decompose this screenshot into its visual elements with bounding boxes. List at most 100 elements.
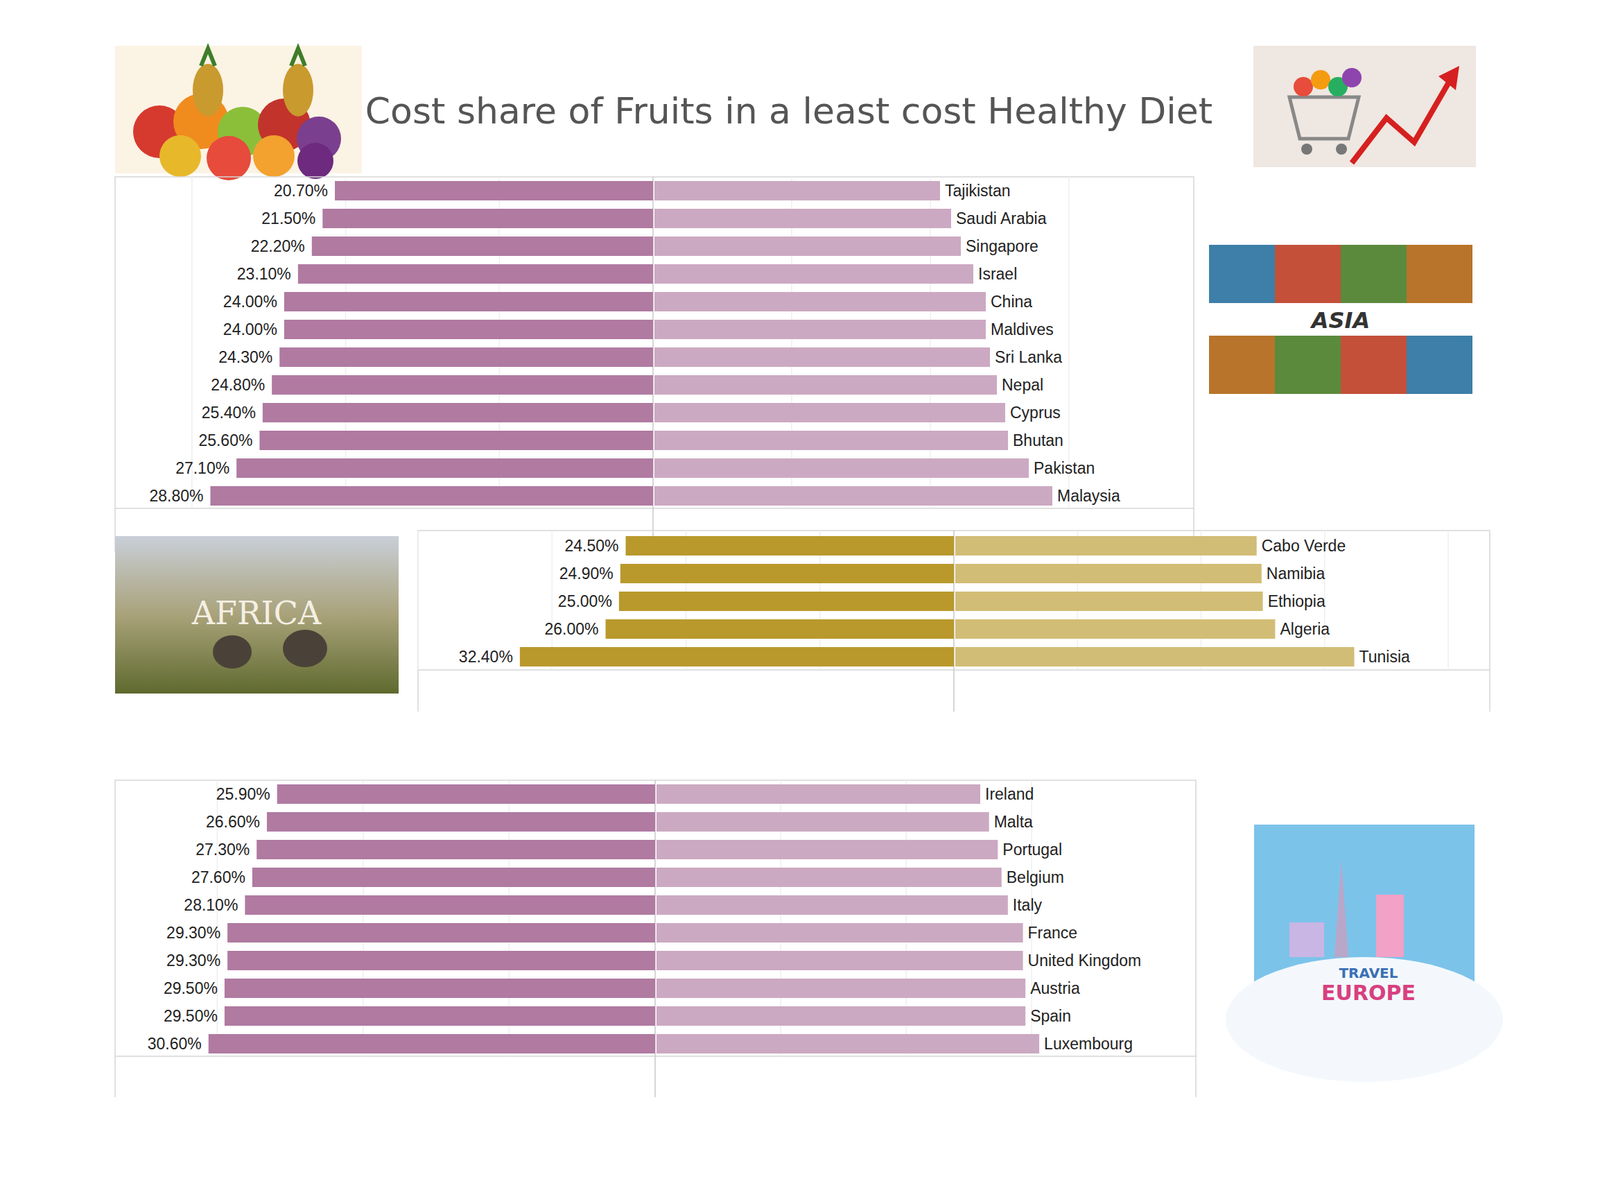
bar-left xyxy=(266,811,656,832)
photo xyxy=(1209,335,1275,394)
pineapple xyxy=(282,63,314,117)
bar-left xyxy=(620,563,954,584)
grid-line xyxy=(1447,530,1449,670)
data-label: 32.40% xyxy=(458,647,513,666)
image-label: AFRICA xyxy=(191,594,322,632)
bar-right xyxy=(656,839,998,859)
bar-left xyxy=(322,208,654,229)
bar-right xyxy=(656,922,1024,943)
photo xyxy=(1406,244,1473,303)
data-label: 24.90% xyxy=(559,564,614,583)
bar-left xyxy=(210,485,654,506)
bar-right xyxy=(955,591,1264,611)
bar-right xyxy=(654,264,974,284)
bar-left xyxy=(298,264,654,284)
bar-left xyxy=(227,950,656,970)
photo xyxy=(1406,335,1473,394)
bar-right xyxy=(654,402,1006,423)
image-bg xyxy=(115,535,399,694)
photo xyxy=(1209,244,1275,303)
bar-left xyxy=(236,458,654,478)
arrow-head xyxy=(1438,65,1460,91)
frame-edge xyxy=(1489,669,1491,712)
data-label: 27.30% xyxy=(195,840,250,859)
photo xyxy=(1340,244,1407,303)
data-label: 28.80% xyxy=(149,486,204,505)
bar-right xyxy=(654,208,952,229)
frame xyxy=(115,176,1194,509)
leaves xyxy=(201,48,306,66)
data-label: 25.60% xyxy=(198,431,253,450)
arrow xyxy=(1351,76,1453,163)
bar-right xyxy=(654,180,941,201)
bar-right xyxy=(656,811,990,832)
tower xyxy=(1334,859,1349,957)
bar-right xyxy=(654,347,990,367)
bars xyxy=(208,784,1040,1054)
category-label: Tajikistan xyxy=(944,181,1011,200)
category-label: Austria xyxy=(1030,978,1081,997)
africa-image: AFRICA xyxy=(115,535,399,694)
chart: 25.90% Ireland 26.60% Malta 27.30% Portugal 27… xyxy=(115,779,1196,1097)
bar-left xyxy=(224,978,656,998)
category-label: Malta xyxy=(994,812,1033,831)
chart: 24.50%Cabo Verde24.90%Namibia25.00%Ethio… xyxy=(418,530,1490,712)
fruit xyxy=(253,135,295,177)
category-label: Luxembourg xyxy=(1044,1034,1133,1053)
data-label: 29.50% xyxy=(163,1006,218,1025)
bar-left xyxy=(334,180,654,201)
bar-left xyxy=(284,291,654,312)
bar-left xyxy=(277,784,656,804)
bar-right xyxy=(656,784,981,804)
data-label: 29.50% xyxy=(163,978,218,997)
data-label: 25.90% xyxy=(216,784,271,803)
data-label: 22.20% xyxy=(250,237,306,256)
category-label: Portugal xyxy=(1002,840,1063,859)
bar-right xyxy=(654,319,986,339)
data-label: 27.60% xyxy=(191,867,246,886)
tower xyxy=(1376,894,1404,957)
wheel xyxy=(1301,143,1313,155)
category-label: Bhutan xyxy=(1012,431,1064,450)
data-label: 27.10% xyxy=(175,458,230,477)
fruit-image xyxy=(115,45,362,181)
frame-edge xyxy=(114,1055,116,1097)
bar-right xyxy=(656,1033,1040,1054)
bars xyxy=(210,180,1053,506)
photo xyxy=(1274,244,1341,303)
cart xyxy=(1289,97,1359,139)
category-label: Ethiopia xyxy=(1267,592,1326,611)
bar-right xyxy=(654,291,986,312)
photo xyxy=(1340,335,1407,394)
data-label: 25.40% xyxy=(201,403,256,422)
bars xyxy=(519,535,1355,667)
produce xyxy=(1310,70,1331,90)
data-label: 24.30% xyxy=(218,348,273,367)
image-label: TRAVEL xyxy=(1338,964,1398,981)
bar-left xyxy=(605,619,954,639)
bar-left xyxy=(619,591,954,611)
bar-right xyxy=(654,485,1053,506)
data-label: 26.60% xyxy=(205,812,260,831)
produce xyxy=(1342,67,1362,88)
fruit xyxy=(297,142,334,179)
data-label: 24.00% xyxy=(223,292,278,311)
image-label: EUROPE xyxy=(1321,980,1416,1005)
bar-left xyxy=(256,839,656,859)
category-label: Ireland xyxy=(985,784,1034,803)
category-label: Nepal xyxy=(1001,375,1044,394)
category-label: Cabo Verde xyxy=(1261,536,1346,555)
labels: 25.90% Ireland 26.60% Malta 27.30% Portugal 27… xyxy=(147,784,1142,1053)
bar-right xyxy=(955,646,1355,667)
category-label: Singapore xyxy=(965,237,1039,256)
bar-right xyxy=(955,619,1275,639)
bar-left xyxy=(244,894,656,915)
bar-right xyxy=(654,458,1029,478)
category-label: Sri Lanka xyxy=(994,348,1063,367)
bar-right xyxy=(656,950,1024,970)
bar-right xyxy=(656,867,1002,887)
category-label: China xyxy=(990,292,1033,311)
photo xyxy=(1274,335,1341,394)
category-label: Namibia xyxy=(1266,564,1326,583)
bar-left xyxy=(227,922,656,943)
